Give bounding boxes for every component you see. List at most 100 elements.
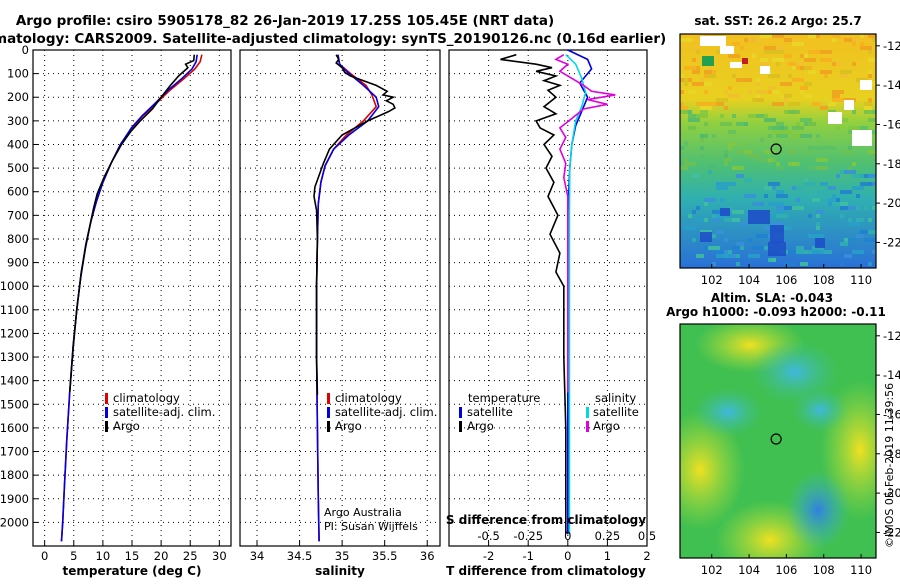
sla-low-north — [750, 340, 840, 404]
legend-s-label-0: satellite — [593, 405, 639, 419]
ytick-label-700: 700 — [7, 208, 29, 222]
sst-pixel — [860, 46, 872, 50]
sst-pixel — [764, 46, 776, 50]
sst-pixel — [696, 218, 704, 222]
sst-lat-ticks: -12 -14 -16 -18 -20 -22 — [876, 39, 900, 249]
sst-pixel — [752, 246, 764, 250]
sst-pixel — [780, 94, 784, 98]
sst-pixel — [724, 150, 728, 154]
sst-pixel — [724, 154, 728, 158]
ytick-label-1800: 1800 — [0, 468, 29, 482]
sst-pixel — [724, 238, 728, 242]
sst-pixel — [792, 186, 796, 190]
sst-pixel — [680, 78, 684, 82]
sst-pixel — [744, 150, 752, 154]
sst-pixel — [748, 38, 760, 42]
sst-pixel — [832, 62, 836, 66]
sst-pixel — [768, 90, 772, 94]
xtick-label-20: 20 — [154, 549, 169, 563]
sst-pixel — [776, 206, 788, 210]
sst-pixel — [744, 122, 748, 126]
sst-pixel — [796, 126, 804, 130]
sst-pixel — [844, 254, 852, 258]
salinity-xlabel: salinity — [315, 564, 365, 578]
xtick-label-35: 35 — [335, 549, 350, 563]
sst-pixel — [732, 210, 744, 214]
lon-label-104: 104 — [738, 563, 760, 577]
sst-pixel — [832, 90, 844, 94]
sst-pixel — [788, 74, 792, 78]
sst-pixel — [808, 234, 812, 238]
ytick-label-400: 400 — [7, 137, 29, 151]
sst-pixel — [824, 146, 836, 150]
sst-pixel — [828, 102, 836, 106]
legend-s-swatch-0 — [586, 407, 589, 418]
sst-pixel — [836, 126, 840, 130]
sst-pixel — [732, 42, 740, 46]
sst-pixel — [744, 178, 752, 182]
sst-pixel — [820, 106, 828, 110]
sst-pixel — [716, 230, 724, 234]
sst-pixel — [696, 206, 700, 210]
sst-lon-ticks: 102 104 106 108 110 — [701, 264, 872, 287]
sst-pixel — [820, 50, 832, 54]
sst-pixel — [688, 78, 692, 82]
sst-cold-patch-1 — [770, 225, 784, 243]
sst-pixel — [728, 146, 732, 150]
sst-pixel — [752, 98, 764, 102]
sla-low-south — [786, 470, 850, 550]
xtick-label-0: 0 — [564, 549, 571, 563]
sst-pixel — [844, 170, 856, 174]
sst-pixel — [796, 62, 804, 66]
sst-pixel — [680, 110, 688, 114]
sst-pixel — [788, 62, 796, 66]
difference-xticks: -2 -1 0 1 2 — [483, 541, 651, 563]
sst-pixel — [776, 134, 788, 138]
sst-pixel — [840, 214, 844, 218]
sst-pixel — [820, 58, 832, 62]
sst-pixel — [796, 246, 804, 250]
xtick-label--2: -2 — [483, 549, 494, 563]
xtick2-label-0: 0 — [564, 529, 571, 543]
sst-pixel — [696, 50, 700, 54]
sst-pixel — [692, 82, 700, 86]
salinity-xticks: 34 34.5 35 35.5 36 — [250, 541, 435, 563]
sst-pixel — [740, 246, 744, 250]
xtick-label-5: 5 — [70, 549, 77, 563]
sst-pixel — [804, 82, 812, 86]
sst-pixel — [756, 94, 760, 98]
sst-pixel — [688, 214, 692, 218]
sst-pixel — [720, 198, 724, 202]
sst-pixel — [796, 250, 808, 254]
sst-pixel — [704, 70, 712, 74]
sst-pixel — [868, 74, 872, 78]
sst-pixel — [708, 74, 716, 78]
sst-pixel — [764, 186, 776, 190]
sst-pixel — [704, 198, 716, 202]
lat-label--20: -20 — [883, 486, 900, 500]
sst-pixel — [688, 90, 696, 94]
sst-pixel — [740, 222, 748, 226]
salinity-grid — [240, 49, 440, 546]
sst-pixel — [736, 174, 744, 178]
salinity-panel: 34 34.5 35 35.5 36 salinity climatologysatel… — [239, 49, 441, 578]
ytick-label-1600: 1600 — [0, 421, 29, 435]
sst-pixel — [772, 34, 784, 38]
sst-pixel — [704, 202, 708, 206]
sst-pixel — [736, 242, 744, 246]
sst-pixel — [868, 34, 876, 38]
sst-pixel — [732, 218, 740, 222]
sst-pixel — [720, 122, 732, 126]
sst-pixel — [816, 226, 820, 230]
sst-pixel — [820, 70, 832, 74]
ytick-label-2000: 2000 — [0, 515, 29, 529]
sst-pixel — [852, 42, 856, 46]
sst-pixel — [708, 246, 720, 250]
sst-pixel — [868, 174, 876, 178]
sst-pixel — [772, 50, 784, 54]
sst-pixel — [700, 106, 712, 110]
sst-pixel — [772, 186, 776, 190]
sst-pixel — [684, 142, 688, 146]
sst-pixel — [728, 130, 736, 134]
sst-pixel — [736, 262, 740, 266]
